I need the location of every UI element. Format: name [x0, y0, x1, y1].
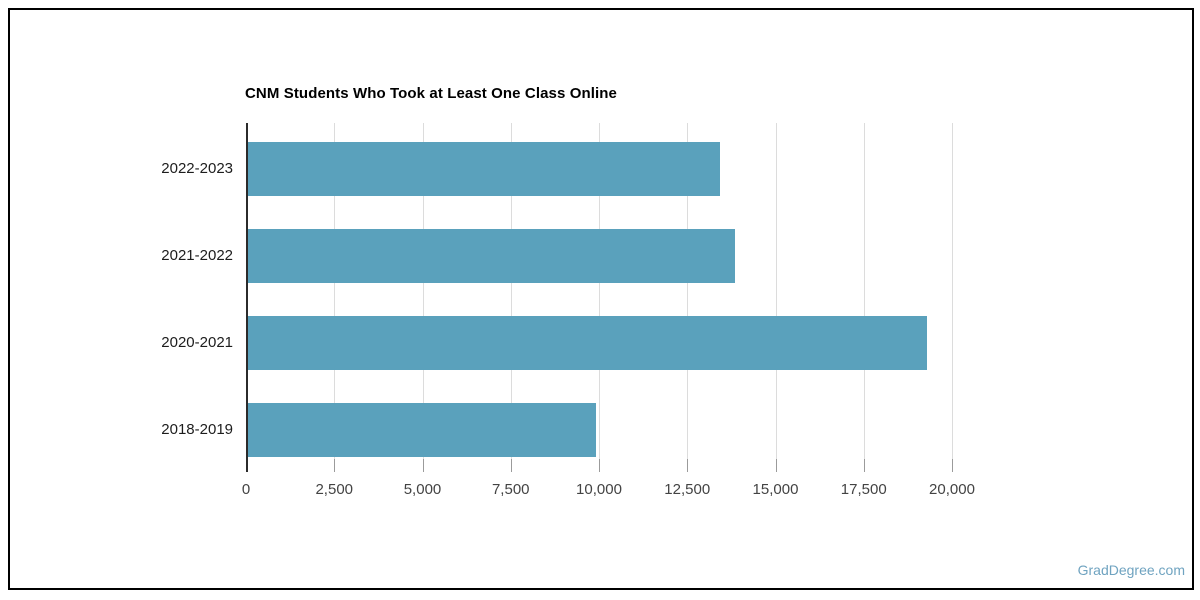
bar-2022-2023: [248, 141, 720, 196]
bar-2021-2022: [248, 228, 735, 283]
x-axis-tick: [863, 459, 865, 472]
gridline: [334, 123, 336, 472]
category-label: 2018-2019: [161, 421, 233, 439]
gridline: [510, 123, 512, 472]
x-tick-label: 12,500: [664, 481, 711, 498]
x-tick-label: 2,500: [315, 481, 354, 498]
x-tick-label: 7,500: [491, 481, 530, 498]
x-axis-tick: [422, 459, 424, 472]
gridline: [599, 123, 600, 472]
gridline: [422, 123, 424, 472]
x-axis-tick: [687, 459, 689, 472]
bar-2018-2019: [248, 403, 597, 458]
x-tick-label: 10,000: [576, 481, 622, 498]
x-tick-label: 0: [241, 481, 251, 498]
x-axis-tick: [334, 459, 336, 472]
gridline: [952, 123, 953, 472]
category-label: 2020-2021: [161, 334, 233, 352]
gridline: [863, 123, 865, 472]
x-tick-label: 5,000: [403, 481, 442, 498]
x-axis-tick: [510, 459, 512, 472]
plot-area: [246, 123, 953, 472]
x-axis-tick: [599, 459, 600, 472]
watermark-link[interactable]: GradDegree.com: [1077, 562, 1185, 578]
chart-title: CNM Students Who Took at Least One Class…: [245, 85, 617, 102]
bar-2020-2021: [248, 316, 927, 371]
category-label: 2021-2022: [161, 246, 233, 264]
category-label: 2022-2023: [161, 159, 233, 177]
x-tick-label: 15,000: [752, 481, 799, 498]
x-axis-tick: [952, 459, 953, 472]
x-axis-tick: [775, 459, 777, 472]
x-tick-label: 17,500: [840, 481, 887, 498]
x-tick-label: 20,000: [929, 481, 975, 498]
gridline: [775, 123, 777, 472]
y-axis-line: [246, 123, 248, 472]
gridline: [687, 123, 689, 472]
